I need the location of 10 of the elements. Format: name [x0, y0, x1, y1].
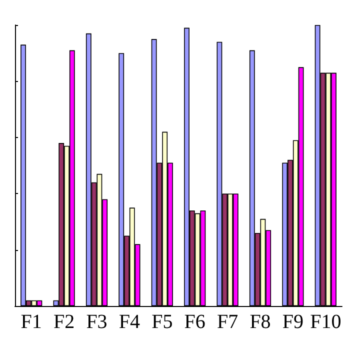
x-tick-label: F9 [282, 311, 304, 333]
x-tick-label: F2 [53, 311, 75, 333]
x-tick-label: F8 [250, 311, 271, 333]
x-tick-label: F6 [184, 311, 206, 333]
x-tick-label: F1 [20, 311, 42, 333]
x-tick-label: F4 [118, 311, 140, 333]
x-tick-label: F3 [86, 311, 108, 333]
x-tick-label: F5 [152, 311, 173, 333]
x-tick-label: F10 [310, 311, 342, 333]
x-tick-label: F7 [216, 311, 238, 333]
